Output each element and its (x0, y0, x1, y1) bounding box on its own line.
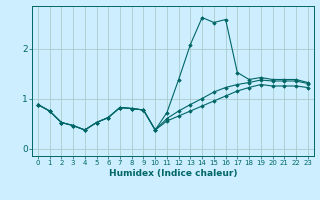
X-axis label: Humidex (Indice chaleur): Humidex (Indice chaleur) (108, 169, 237, 178)
